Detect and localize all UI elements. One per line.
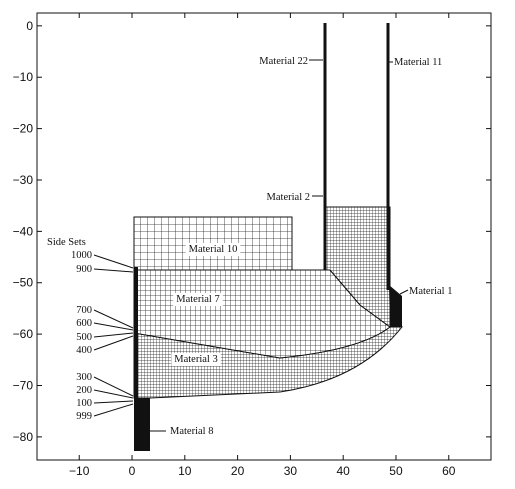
x-tick-label: 60: [442, 464, 456, 478]
side-set-leader: [93, 268, 134, 273]
material-label-text: Material 10: [189, 244, 238, 255]
x-tick-label: 30: [284, 464, 298, 478]
x-tick-label: 20: [231, 464, 245, 478]
y-tick-label: −60: [13, 327, 34, 341]
material-label: Material 3: [171, 353, 221, 366]
side-set-label: 1000: [71, 250, 92, 261]
material-label: Material 1: [399, 286, 452, 297]
side-set-label: 400: [76, 345, 92, 356]
side-sets-title: Side Sets: [47, 237, 86, 248]
wall-material-11: [386, 23, 390, 290]
material-label-text: Material 8: [170, 426, 213, 437]
y-tick-label: 0: [26, 19, 33, 33]
material-labels: Material 22 Material 11 Material 2 Material…: [150, 56, 452, 437]
side-set-leader: [93, 400, 134, 404]
mesh-region-material-1: [389, 285, 402, 327]
interface-strip-left: [134, 267, 138, 398]
material-label: Material 11: [389, 57, 442, 68]
y-tick-label: −50: [13, 276, 34, 290]
y-axis-ticks: 0 −10 −20 −30 −40 −50 −60 −70 −80: [13, 19, 491, 444]
side-set-leader: [93, 376, 134, 397]
side-set-label: 600: [76, 318, 92, 329]
mesh-region-material-8: [134, 398, 150, 451]
side-set-leader: [93, 403, 134, 417]
y-tick-label: −10: [13, 70, 34, 84]
label-background: [185, 243, 241, 256]
side-set-label: 300: [76, 372, 92, 383]
side-set-leader: [93, 322, 134, 331]
x-axis-ticks: −10 0 10 20 30 40 50 60: [69, 13, 456, 478]
side-set-leader: [93, 309, 134, 329]
side-set-label: 700: [76, 305, 92, 316]
side-set-label: 900: [76, 264, 92, 275]
side-set-leader: [93, 389, 134, 399]
side-set-leader: [93, 335, 134, 351]
material-label: Material 10: [185, 243, 241, 256]
x-tick-label: −10: [69, 464, 90, 478]
material-label: Material 2: [267, 192, 323, 203]
material-label-text: Material 2: [267, 192, 310, 203]
wall-material-22: [323, 23, 327, 270]
mesh-regions: [133, 23, 404, 451]
side-set-labels: Side Sets 1000 900 700 600 500 400 300 200 100 999: [47, 237, 134, 422]
label-background: [171, 353, 221, 366]
material-label: Material 8: [150, 426, 213, 437]
y-tick-label: −20: [13, 122, 34, 136]
y-tick-label: −70: [13, 379, 34, 393]
y-tick-label: −40: [13, 224, 34, 238]
material-label: Material 22: [259, 56, 323, 67]
side-set-label: 500: [76, 332, 92, 343]
side-set-label: 999: [76, 411, 92, 422]
x-tick-label: 0: [129, 464, 136, 478]
x-tick-label: 10: [178, 464, 192, 478]
x-tick-label: 40: [337, 464, 351, 478]
side-set-leader: [93, 332, 134, 338]
plot-frame: [36, 12, 492, 461]
material-label-text: Material 22: [259, 56, 308, 67]
side-set-leader: [93, 254, 134, 269]
side-set-label: 100: [76, 398, 92, 409]
material-label: Material 7: [173, 293, 223, 306]
label-background: [173, 293, 223, 306]
material-label-text: Material 3: [174, 354, 217, 365]
leader-line: [399, 289, 409, 295]
material-label-text: Material 1: [409, 286, 452, 297]
material-label-text: Material 11: [394, 57, 442, 68]
y-tick-label: −80: [13, 430, 34, 444]
material-label-text: Material 7: [176, 294, 219, 305]
x-tick-label: 50: [389, 464, 403, 478]
y-tick-label: −30: [13, 173, 34, 187]
side-set-label: 200: [76, 385, 92, 396]
